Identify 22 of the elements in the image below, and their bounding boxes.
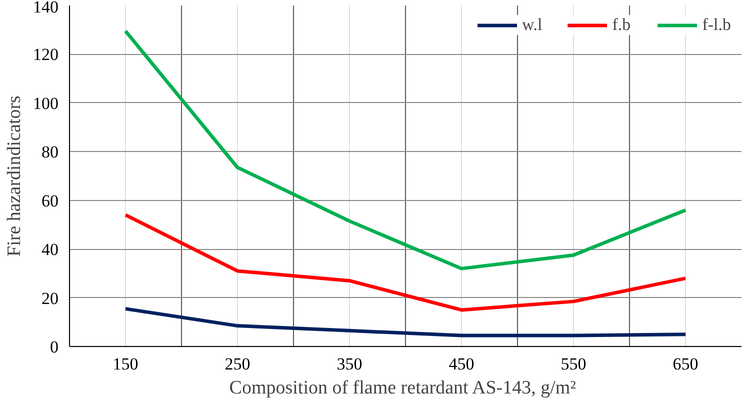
x-tick-label: 450 [448, 354, 474, 374]
x-tick-label: 350 [336, 354, 362, 374]
x-tick-label: 150 [112, 354, 138, 374]
x-tick-label: 250 [224, 354, 250, 374]
legend-label: f-l.b [702, 15, 731, 35]
y-tick-label: 80 [42, 142, 58, 162]
y-tick-label: 140 [33, 0, 58, 16]
line-series [124, 213, 688, 312]
legend-label: f.b [612, 15, 632, 35]
y-tick-label: 20 [42, 288, 58, 308]
y-tick-label: 100 [33, 94, 58, 113]
x-tick-label: 650 [672, 354, 698, 374]
y-tick-label: 60 [42, 191, 58, 210]
y-axis-title: Fire hazardindicators [4, 96, 25, 256]
x-tick-label: 550 [560, 354, 586, 374]
line-series [124, 306, 688, 338]
y-tick-label: 40 [42, 240, 58, 260]
y-tick-label: 120 [33, 45, 58, 64]
y-tick-label: 0 [50, 338, 58, 356]
legend-label: w.l [522, 15, 542, 35]
line-series [124, 29, 688, 270]
x-axis-title: Composition of flame retardant AS-143, g/m² [229, 378, 576, 398]
